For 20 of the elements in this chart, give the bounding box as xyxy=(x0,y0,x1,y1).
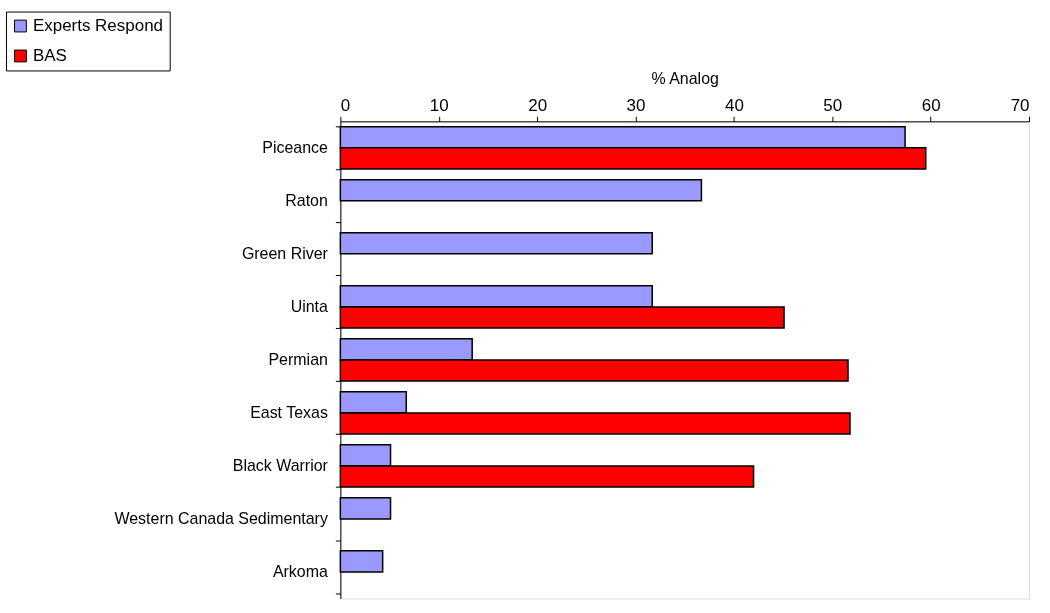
x-tick-label: 60 xyxy=(921,95,941,115)
legend-label: BAS xyxy=(32,45,67,65)
x-axis-title: % Analog xyxy=(651,69,719,87)
x-tick-label: 20 xyxy=(528,95,548,115)
y-tick-label: Raton xyxy=(285,192,328,210)
x-tick-label: 70 xyxy=(1010,95,1030,115)
y-tick-label: Green River xyxy=(241,245,329,263)
x-tick-label: 50 xyxy=(823,95,843,115)
y-tick-label: Black Warrior xyxy=(232,457,329,475)
x-tick-label: 40 xyxy=(724,95,744,115)
x-tick-label: 30 xyxy=(626,95,646,115)
y-tick-label: Permian xyxy=(268,351,328,369)
y-tick-label: Piceance xyxy=(262,139,328,157)
legend-label: Experts Respond xyxy=(32,16,163,36)
y-tick-label: East Texas xyxy=(250,404,328,422)
x-tick-label: 10 xyxy=(429,95,449,115)
x-tick-label: 0 xyxy=(340,95,351,115)
y-tick-label: Arkoma xyxy=(272,563,328,581)
y-tick-label: Uinta xyxy=(290,298,328,316)
y-tick-label: Western Canada Sedimentary xyxy=(114,510,328,528)
